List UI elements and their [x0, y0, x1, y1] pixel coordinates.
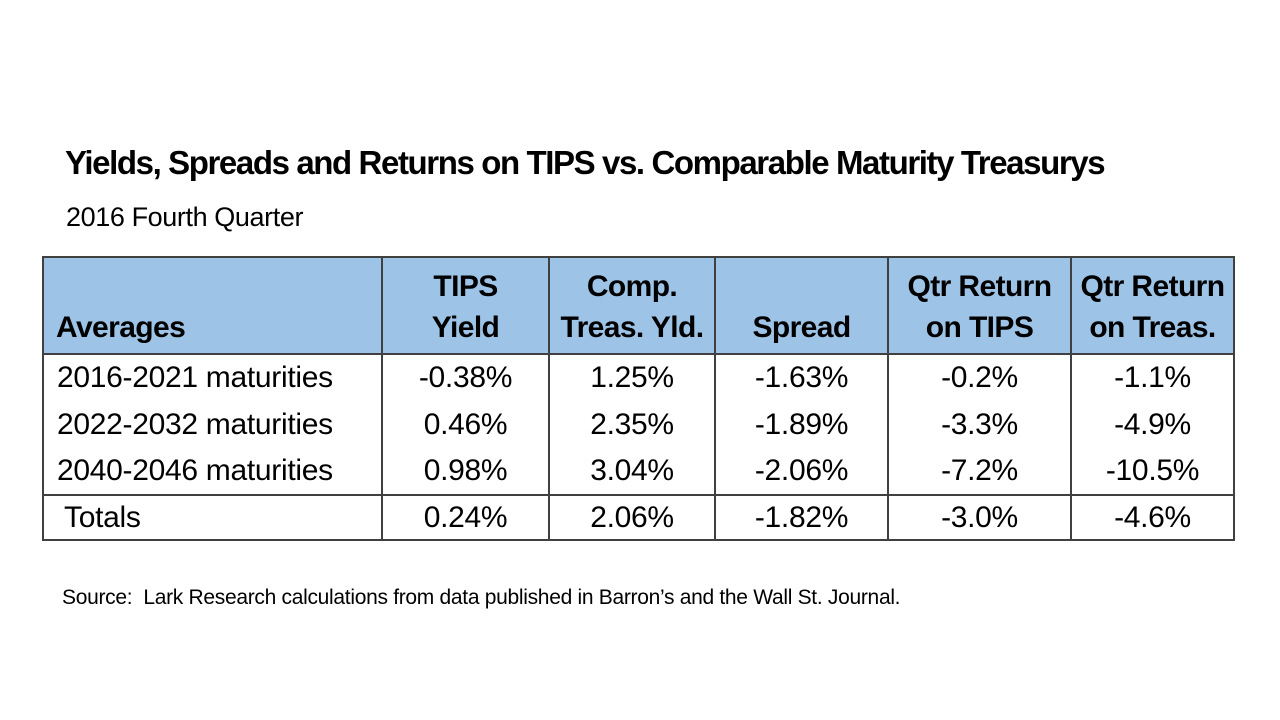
column-header-averages: Averages — [42, 257, 383, 355]
table-row: 2022-2032 maturities 0.46% 2.35% -1.89% … — [42, 401, 1235, 448]
row-label: 2022-2032 maturities — [42, 401, 383, 448]
cell-spread: -1.63% — [714, 354, 889, 401]
slide-title: Yields, Spreads and Returns on TIPS vs. … — [65, 144, 1106, 181]
header-line: TIPS — [433, 270, 498, 303]
table-header-row: Averages TIPS Yield Comp. Treas. Yld. Sp… — [42, 257, 1235, 355]
cell-comp-treas-yld: 2.35% — [548, 401, 716, 448]
header-line: Comp. — [586, 270, 678, 303]
cell-spread: -1.89% — [714, 401, 889, 448]
cell-tips-yield: 0.98% — [381, 448, 550, 495]
header-line: Spread — [752, 311, 851, 344]
cell-tips-yield: 0.24% — [381, 494, 550, 540]
totals-row: Totals 0.24% 2.06% -1.82% -3.0% -4.6% — [42, 494, 1235, 540]
cell-tips-yield: -0.38% — [381, 354, 550, 401]
cell-tips-yield: 0.46% — [381, 401, 550, 448]
table-row: 2040-2046 maturities 0.98% 3.04% -2.06% … — [42, 448, 1235, 495]
source-note: Source: Lark Research calculations from … — [62, 586, 901, 609]
header-line: Treas. Yld. — [560, 311, 705, 344]
row-label: 2040-2046 maturities — [42, 448, 383, 495]
cell-spread: -1.82% — [714, 494, 889, 540]
cell-spread: -2.06% — [714, 448, 889, 495]
header-line: Qtr Return — [1080, 270, 1225, 303]
header-line: Qtr Return — [907, 270, 1052, 303]
column-header-comp-treas-yld: Comp. Treas. Yld. — [548, 257, 716, 355]
cell-qtr-return-tips: -7.2% — [887, 448, 1072, 495]
cell-qtr-return-treas: -1.1% — [1070, 354, 1235, 401]
row-label: 2016-2021 maturities — [42, 354, 383, 401]
cell-qtr-return-tips: -0.2% — [887, 354, 1072, 401]
row-label: Totals — [42, 494, 383, 540]
cell-qtr-return-treas: -4.9% — [1070, 401, 1235, 448]
cell-qtr-return-treas: -4.6% — [1070, 494, 1235, 540]
header-line: on TIPS — [925, 311, 1034, 344]
cell-comp-treas-yld: 1.25% — [548, 354, 716, 401]
slide-subtitle: 2016 Fourth Quarter — [66, 202, 304, 232]
header-line: Yield — [431, 311, 500, 344]
column-header-spread: Spread — [714, 257, 889, 355]
header-line: Averages — [56, 311, 186, 344]
cell-qtr-return-tips: -3.0% — [887, 494, 1072, 540]
cell-comp-treas-yld: 2.06% — [548, 494, 716, 540]
table-row: 2016-2021 maturities -0.38% 1.25% -1.63%… — [42, 354, 1235, 401]
column-header-qtr-return-treas: Qtr Return on Treas. — [1070, 257, 1235, 355]
column-header-qtr-return-tips: Qtr Return on TIPS — [887, 257, 1072, 355]
data-table: Averages TIPS Yield Comp. Treas. Yld. Sp… — [42, 256, 1235, 541]
cell-qtr-return-tips: -3.3% — [887, 401, 1072, 448]
cell-qtr-return-treas: -10.5% — [1070, 448, 1235, 495]
cell-comp-treas-yld: 3.04% — [548, 448, 716, 495]
header-line: on Treas. — [1089, 311, 1216, 344]
column-header-tips-yield: TIPS Yield — [381, 257, 550, 355]
